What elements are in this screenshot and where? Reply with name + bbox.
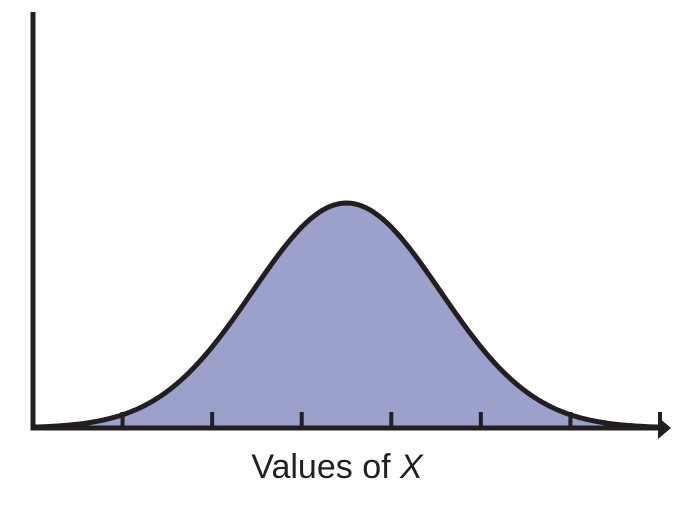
x-axis-arrow <box>658 417 671 439</box>
curve-fill <box>33 203 660 428</box>
bell-curve-chart: Values of X <box>0 0 674 506</box>
x-axis-label-variable: X <box>400 448 423 486</box>
chart-canvas <box>0 0 674 506</box>
x-axis-label-prefix: Values of <box>251 448 400 486</box>
x-axis-label: Values of X <box>0 448 674 487</box>
